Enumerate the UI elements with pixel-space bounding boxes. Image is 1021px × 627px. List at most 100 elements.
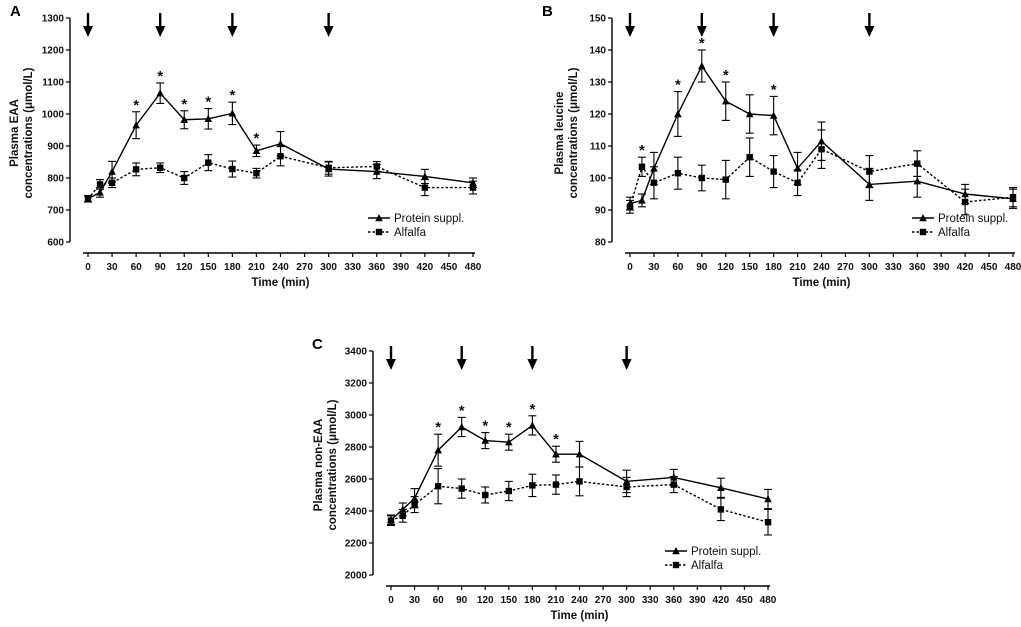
- y-axis-label-line1: Plasma non-EAA: [313, 419, 325, 512]
- x-tick-label: 240: [813, 262, 830, 273]
- significance-star: *: [482, 418, 488, 435]
- data-point: [505, 487, 513, 495]
- y-tick-label: 900: [47, 142, 64, 153]
- y-tick-label: 1300: [42, 14, 65, 25]
- data-point: [181, 174, 188, 182]
- data-point: [421, 184, 429, 191]
- y-axis-label: Plasma EAA concentrations (μmol/L): [9, 67, 35, 198]
- data-point: [434, 446, 442, 454]
- data-point: [399, 512, 406, 519]
- y-tick-label: 1200: [42, 46, 65, 57]
- feeding-arrow-head: [621, 359, 632, 370]
- x-tick-label: 360: [909, 262, 926, 273]
- x-tick-label: 420: [417, 262, 434, 273]
- y-tick-label: 110: [590, 142, 607, 153]
- series-line: [87, 155, 473, 200]
- y-tick-label: 2800: [345, 443, 368, 454]
- x-tick-label: 180: [765, 262, 782, 273]
- x-tick-label: 270: [595, 595, 612, 606]
- x-tick-label: 210: [789, 262, 806, 273]
- data-point: [717, 506, 725, 513]
- data-point: [156, 164, 164, 171]
- significance-star: *: [459, 402, 465, 419]
- feeding-arrow-head: [456, 359, 467, 370]
- data-point: [434, 483, 442, 490]
- legend: Protein suppl. Alfalfa: [912, 213, 1008, 239]
- data-point: [276, 139, 285, 147]
- y-tick-label: 80: [595, 238, 607, 249]
- series-alfalfa: [626, 129, 1017, 216]
- x-axis-label: Time (min): [793, 277, 851, 289]
- y-tick-label: 2000: [345, 571, 368, 582]
- x-tick-label: 120: [176, 262, 193, 273]
- x-tick-label: 480: [465, 262, 482, 273]
- y-axis-label-line1: Plasma leucine: [554, 91, 566, 174]
- y-tick-label: 1100: [42, 78, 64, 89]
- significance-star: *: [699, 35, 705, 52]
- data-point: [457, 423, 466, 431]
- data-point: [482, 491, 489, 499]
- y-tick-label: 3400: [345, 347, 368, 358]
- x-tick-label: 30: [648, 262, 660, 273]
- feeding-arrow-head: [83, 26, 93, 37]
- x-tick-label: 60: [672, 262, 684, 273]
- data-point: [96, 188, 104, 196]
- x-tick-label: 180: [524, 595, 541, 606]
- x-tick-label: 390: [392, 262, 409, 273]
- data-point: [650, 179, 658, 186]
- data-point: [204, 114, 213, 122]
- data-point: [698, 174, 706, 182]
- x-tick-label: 120: [717, 262, 734, 273]
- y-tick-label: 2600: [345, 475, 368, 486]
- x-tick-label: 30: [409, 595, 421, 606]
- legend-marker-triangle: [672, 547, 680, 555]
- data-point: [458, 485, 465, 492]
- feeding-arrow-head: [323, 26, 334, 37]
- x-tick-label: 360: [368, 262, 385, 273]
- data-point: [253, 170, 260, 177]
- feeding-arrow-head: [155, 26, 166, 37]
- series-alfalfa: [84, 146, 477, 203]
- legend: Protein suppl. Alfalfa: [368, 213, 464, 239]
- legend-label-protein: Protein suppl.: [938, 213, 1008, 225]
- x-tick-label: 180: [224, 262, 241, 273]
- feeding-arrow-head: [696, 26, 707, 37]
- panel-b: B 80 90 100 110 120 130 140 150 Plasma leucine con…: [542, 3, 1021, 289]
- series-line: [629, 148, 1014, 208]
- data-point: [746, 154, 753, 161]
- data-point: [638, 196, 646, 204]
- x-tick-label: 270: [296, 262, 313, 273]
- y-axis-label: Plasma leucine concentrations (μmol/L): [554, 67, 580, 198]
- significance-star: *: [133, 97, 139, 114]
- x-tick-label: 240: [272, 262, 289, 273]
- panel-label: B: [542, 3, 553, 20]
- data-point: [373, 163, 380, 170]
- legend-label-protein: Protein suppl.: [691, 546, 761, 558]
- data-point: [721, 97, 730, 105]
- feeding-arrow-head: [386, 359, 396, 370]
- significance-star: *: [639, 142, 645, 159]
- data-point: [626, 203, 634, 210]
- data-point: [411, 501, 418, 508]
- data-point: [914, 160, 921, 167]
- data-point: [722, 176, 729, 183]
- series-alfalfa: [387, 466, 772, 536]
- panel-label: A: [10, 3, 21, 20]
- data-point: [325, 164, 332, 171]
- y-tick-label: 2200: [345, 539, 368, 550]
- y-axis-label-line2: concentrations (μmol/L): [23, 67, 35, 198]
- x-tick-label: 150: [741, 262, 758, 273]
- y-tick-label: 130: [589, 78, 606, 89]
- feeding-arrow-head: [625, 26, 635, 37]
- y-tick-label: 700: [47, 206, 64, 217]
- x-tick-label: 450: [736, 595, 753, 606]
- x-tick-label: 60: [131, 262, 143, 273]
- data-point: [576, 478, 583, 485]
- data-point: [961, 198, 969, 206]
- data-point: [228, 109, 237, 117]
- x-tick-label: 240: [571, 595, 588, 606]
- significance-star: *: [435, 419, 441, 436]
- x-axis-label: Time (min): [252, 277, 310, 289]
